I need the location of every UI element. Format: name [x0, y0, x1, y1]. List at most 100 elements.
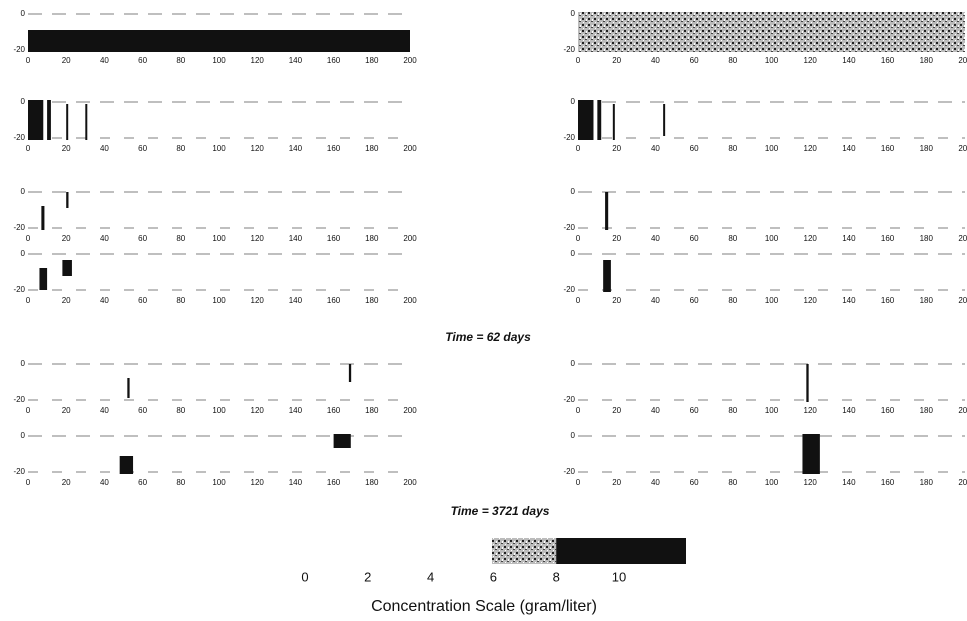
x-tick-label: 140 — [842, 144, 856, 153]
x-tick-label: 200 — [958, 144, 967, 153]
y-tick-label: 0 — [21, 9, 26, 18]
x-tick-label: 180 — [920, 478, 934, 487]
x-tick-label: 160 — [881, 296, 895, 305]
x-tick-label: 0 — [576, 234, 581, 243]
x-tick-label: 60 — [690, 234, 699, 243]
x-tick-label: 120 — [804, 144, 818, 153]
y-tick-label: 0 — [21, 431, 26, 440]
x-tick-label: 20 — [612, 56, 621, 65]
x-tick-label: 20 — [62, 144, 71, 153]
x-tick-label: 40 — [651, 478, 660, 487]
y-tick-label: 0 — [571, 431, 576, 440]
colorbar-tick-label: 4 — [427, 569, 434, 584]
x-tick-label: 60 — [690, 406, 699, 415]
x-tick-label: 60 — [690, 296, 699, 305]
x-tick-label: 140 — [842, 406, 856, 415]
x-tick-label: 160 — [327, 144, 341, 153]
x-tick-label: 80 — [176, 144, 185, 153]
y-tick-label: -20 — [563, 133, 575, 142]
colorbar-high — [556, 538, 686, 564]
plume — [348, 364, 352, 382]
x-tick-label: 160 — [881, 234, 895, 243]
x-tick-label: 180 — [920, 296, 934, 305]
x-tick-label: 80 — [176, 296, 185, 305]
x-tick-label: 40 — [100, 234, 109, 243]
x-tick-label: 200 — [403, 296, 417, 305]
x-tick-label: 160 — [327, 296, 341, 305]
plume — [119, 456, 134, 474]
x-tick-label: 160 — [881, 478, 895, 487]
x-tick-label: 20 — [62, 234, 71, 243]
x-tick-label: 40 — [100, 144, 109, 153]
x-tick-label: 120 — [251, 478, 265, 487]
y-tick-label: -20 — [563, 285, 575, 294]
colorbar-tick-label: 0 — [301, 569, 308, 584]
x-tick-label: 60 — [138, 234, 147, 243]
y-tick-label: -20 — [13, 45, 25, 54]
x-tick-label: 100 — [212, 478, 226, 487]
plume — [605, 192, 609, 230]
x-tick-label: 140 — [289, 406, 303, 415]
x-tick-label: 40 — [100, 56, 109, 65]
x-tick-label: 80 — [728, 296, 737, 305]
y-tick-label: -20 — [13, 223, 25, 232]
plume — [578, 12, 965, 52]
x-tick-label: 60 — [138, 296, 147, 305]
x-tick-label: 120 — [251, 234, 265, 243]
x-tick-label: 200 — [403, 234, 417, 243]
x-tick-label: 200 — [958, 478, 967, 487]
x-tick-label: 160 — [881, 56, 895, 65]
y-tick-label: 0 — [21, 187, 26, 196]
plume — [28, 100, 44, 140]
x-tick-label: 160 — [881, 144, 895, 153]
x-tick-label: 20 — [612, 478, 621, 487]
plume — [603, 260, 611, 292]
x-tick-label: 40 — [651, 144, 660, 153]
x-tick-label: 0 — [576, 296, 581, 305]
caption: Time = 3721 days — [451, 504, 550, 518]
x-tick-label: 80 — [728, 406, 737, 415]
x-tick-label: 120 — [251, 56, 265, 65]
x-tick-label: 180 — [365, 234, 379, 243]
plume — [597, 100, 602, 140]
x-tick-label: 160 — [327, 478, 341, 487]
x-tick-label: 180 — [365, 296, 379, 305]
x-tick-label: 0 — [576, 56, 581, 65]
y-tick-label: 0 — [21, 249, 26, 258]
x-tick-label: 60 — [138, 56, 147, 65]
x-tick-label: 40 — [100, 296, 109, 305]
x-tick-label: 0 — [26, 296, 31, 305]
x-tick-label: 60 — [690, 56, 699, 65]
x-tick-label: 140 — [289, 144, 303, 153]
x-tick-label: 40 — [100, 478, 109, 487]
plume — [333, 434, 351, 448]
y-tick-label: -20 — [13, 285, 25, 294]
x-tick-label: 100 — [212, 144, 226, 153]
plume — [66, 104, 69, 140]
x-tick-label: 200 — [958, 296, 967, 305]
x-tick-label: 0 — [26, 478, 31, 487]
x-tick-label: 200 — [403, 56, 417, 65]
x-tick-label: 100 — [212, 56, 226, 65]
x-tick-label: 20 — [612, 144, 621, 153]
colorbar-tick-label: 10 — [612, 569, 626, 584]
x-tick-label: 20 — [612, 296, 621, 305]
x-tick-label: 60 — [690, 144, 699, 153]
plume — [663, 104, 666, 136]
x-tick-label: 20 — [62, 56, 71, 65]
x-tick-label: 80 — [176, 234, 185, 243]
x-tick-label: 200 — [958, 234, 967, 243]
x-tick-label: 200 — [403, 144, 417, 153]
x-tick-label: 140 — [289, 478, 303, 487]
x-tick-label: 140 — [842, 234, 856, 243]
y-tick-label: -20 — [563, 395, 575, 404]
x-tick-label: 200 — [403, 406, 417, 415]
x-tick-label: 40 — [100, 406, 109, 415]
plume — [85, 104, 88, 140]
x-tick-label: 120 — [251, 406, 265, 415]
x-tick-label: 160 — [327, 234, 341, 243]
x-tick-label: 60 — [690, 478, 699, 487]
x-tick-label: 40 — [651, 406, 660, 415]
x-tick-label: 0 — [26, 406, 31, 415]
colorbar-label: Concentration Scale (gram/liter) — [371, 598, 597, 615]
